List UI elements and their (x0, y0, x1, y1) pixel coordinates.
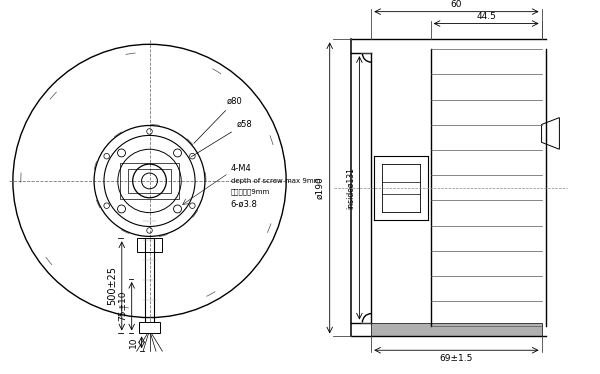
Text: depth of screw max 9mm: depth of screw max 9mm (230, 178, 320, 184)
Bar (137, 238, 163, 252)
Text: 60: 60 (451, 0, 462, 9)
Text: 4-M4: 4-M4 (230, 164, 251, 173)
Text: ø190: ø190 (316, 177, 325, 199)
Text: 69±1.5: 69±1.5 (440, 354, 473, 363)
Text: 75±10: 75±10 (118, 291, 127, 321)
Bar (139, 322, 160, 333)
Text: ø58: ø58 (191, 120, 253, 157)
Text: insideø131: insideø131 (346, 167, 355, 209)
Text: 6-ø3.8: 6-ø3.8 (230, 200, 257, 209)
Text: 控制线长度9mm: 控制线长度9mm (230, 189, 270, 196)
Text: 10: 10 (129, 337, 138, 348)
Text: ø80: ø80 (194, 97, 242, 143)
Bar (120, 163, 179, 199)
Text: 44.5: 44.5 (476, 12, 496, 21)
Bar (128, 169, 171, 193)
Text: 500±25: 500±25 (107, 266, 117, 306)
Bar (371, 322, 542, 336)
